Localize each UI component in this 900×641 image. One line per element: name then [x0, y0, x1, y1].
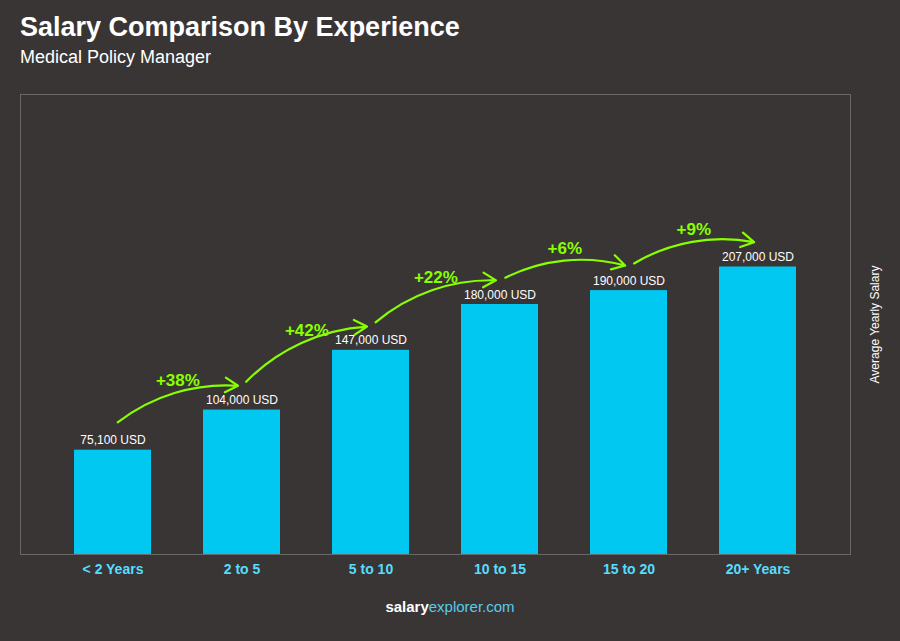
svg-text:15 to 20: 15 to 20: [603, 561, 655, 577]
svg-text:190,000 USD: 190,000 USD: [593, 274, 665, 288]
svg-text:75,100 USD: 75,100 USD: [80, 433, 146, 447]
svg-text:20+ Years: 20+ Years: [726, 561, 791, 577]
html-text:salary explorer.com: salary explorer.com: [385, 598, 515, 615]
svg-text:+9%: +9%: [677, 220, 712, 239]
svg-text:Average Yearly Salary: Average Yearly Salary: [868, 266, 882, 384]
svg-text:+38%: +38%: [156, 371, 200, 390]
svg-text:207,000 USD: 207,000 USD: [722, 250, 794, 264]
html-text:Salary Comparison By Experienc: Salary Comparison By Experience: [20, 12, 460, 42]
svg-text:104,000 USD: 104,000 USD: [206, 393, 278, 407]
svg-text:10 to 15: 10 to 15: [474, 561, 526, 577]
svg-text:< 2 Years: < 2 Years: [83, 561, 144, 577]
svg-text:5 to 10: 5 to 10: [349, 561, 394, 577]
svg-text:+22%: +22%: [414, 268, 458, 287]
svg-text:+42%: +42%: [285, 321, 329, 340]
html-text:Medical Policy Manager: Medical Policy Manager: [20, 47, 212, 67]
svg-text:180,000 USD: 180,000 USD: [464, 288, 536, 302]
svg-text:+6%: +6%: [548, 239, 583, 258]
svg-text:147,000 USD: 147,000 USD: [335, 333, 407, 347]
svg-text:2 to 5: 2 to 5: [224, 561, 261, 577]
